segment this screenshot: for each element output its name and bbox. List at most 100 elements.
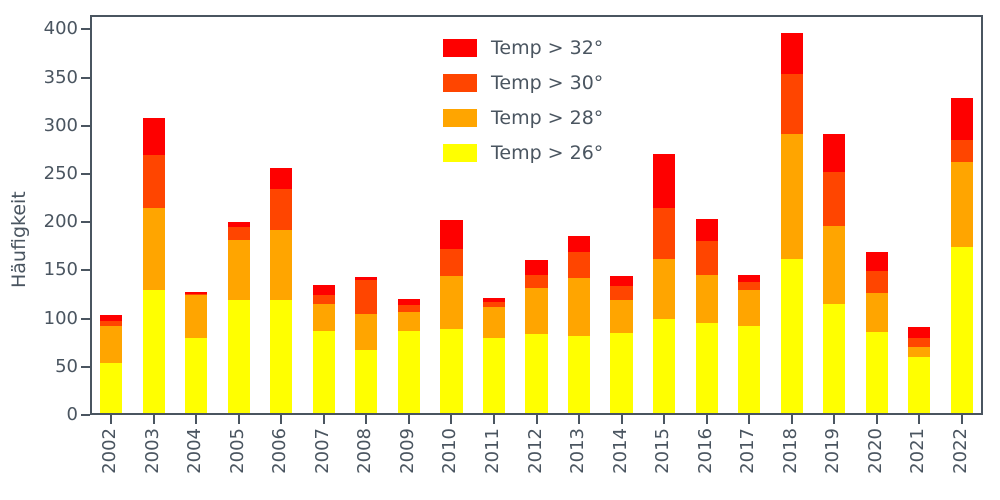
bar-2020[interactable]	[865, 252, 888, 413]
bar-segment[interactable]	[397, 305, 420, 312]
bar-segment[interactable]	[270, 189, 293, 230]
bar-segment[interactable]	[567, 252, 591, 279]
bar-segment[interactable]	[653, 318, 676, 413]
bar-segment[interactable]	[100, 314, 123, 322]
bar-segment[interactable]	[823, 304, 846, 413]
bar-segment[interactable]	[738, 326, 761, 413]
bar-2011[interactable]	[482, 298, 506, 413]
bar-segment[interactable]	[227, 300, 250, 413]
bar-segment[interactable]	[227, 239, 250, 301]
bar-segment[interactable]	[908, 337, 931, 348]
bar-segment[interactable]	[440, 220, 463, 250]
bar-segment[interactable]	[100, 321, 123, 327]
bar-segment[interactable]	[355, 350, 378, 413]
bar-segment[interactable]	[908, 327, 931, 338]
bar-segment[interactable]	[397, 299, 420, 306]
bar-segment[interactable]	[610, 300, 633, 333]
bar-2022[interactable]	[950, 97, 973, 413]
bar-segment[interactable]	[950, 247, 973, 413]
bar-2021[interactable]	[908, 327, 931, 413]
bar-segment[interactable]	[567, 278, 591, 336]
bar-segment[interactable]	[950, 140, 973, 163]
bar-segment[interactable]	[738, 275, 761, 282]
bar-2013[interactable]	[567, 235, 591, 413]
bar-segment[interactable]	[908, 357, 931, 413]
bar-segment[interactable]	[100, 326, 123, 363]
bar-2006[interactable]	[270, 168, 293, 413]
bar-segment[interactable]	[950, 162, 973, 248]
bar-segment[interactable]	[440, 249, 463, 277]
bar-segment[interactable]	[865, 292, 888, 333]
bar-segment[interactable]	[567, 335, 591, 413]
bar-segment[interactable]	[653, 258, 676, 319]
bar-segment[interactable]	[440, 329, 463, 413]
bar-segment[interactable]	[270, 300, 293, 413]
bar-segment[interactable]	[142, 118, 165, 155]
bar-segment[interactable]	[355, 277, 378, 280]
bar-segment[interactable]	[610, 285, 633, 301]
bar-segment[interactable]	[100, 362, 123, 413]
bar-segment[interactable]	[738, 281, 761, 290]
bar-segment[interactable]	[567, 235, 591, 253]
bar-segment[interactable]	[525, 333, 548, 413]
bar-segment[interactable]	[908, 347, 931, 358]
bar-segment[interactable]	[312, 284, 335, 296]
bar-segment[interactable]	[823, 172, 846, 227]
bar-2007[interactable]	[312, 284, 335, 413]
bar-segment[interactable]	[312, 295, 335, 305]
bar-segment[interactable]	[738, 289, 761, 327]
bar-segment[interactable]	[185, 337, 208, 413]
bar-segment[interactable]	[312, 331, 335, 413]
bar-segment[interactable]	[610, 276, 633, 286]
bar-segment[interactable]	[525, 287, 548, 334]
bar-segment[interactable]	[653, 207, 676, 259]
bar-segment[interactable]	[185, 291, 208, 294]
bar-segment[interactable]	[397, 331, 420, 413]
bar-2008[interactable]	[355, 277, 378, 413]
bar-segment[interactable]	[440, 276, 463, 330]
bar-segment[interactable]	[482, 302, 506, 307]
bar-segment[interactable]	[823, 226, 846, 305]
bar-segment[interactable]	[355, 280, 378, 314]
bar-segment[interactable]	[185, 293, 208, 296]
bar-2015[interactable]	[653, 153, 676, 413]
bar-segment[interactable]	[780, 33, 803, 74]
bar-segment[interactable]	[780, 73, 803, 135]
bar-2014[interactable]	[610, 276, 633, 413]
bar-segment[interactable]	[142, 289, 165, 413]
bar-segment[interactable]	[695, 241, 718, 276]
bar-2017[interactable]	[738, 275, 761, 413]
bar-segment[interactable]	[227, 227, 250, 240]
bar-2019[interactable]	[823, 133, 846, 413]
bar-2009[interactable]	[397, 299, 420, 413]
bar-segment[interactable]	[185, 295, 208, 338]
bar-segment[interactable]	[482, 298, 506, 303]
bar-2016[interactable]	[695, 219, 718, 413]
bar-segment[interactable]	[865, 332, 888, 413]
bar-segment[interactable]	[227, 222, 250, 227]
bar-2005[interactable]	[227, 222, 250, 413]
bar-2018[interactable]	[780, 33, 803, 413]
bar-segment[interactable]	[780, 134, 803, 259]
bar-segment[interactable]	[312, 304, 335, 332]
bar-segment[interactable]	[142, 207, 165, 290]
bar-segment[interactable]	[695, 219, 718, 242]
bar-2010[interactable]	[440, 220, 463, 413]
bar-segment[interactable]	[865, 271, 888, 293]
bar-segment[interactable]	[865, 252, 888, 272]
bar-2012[interactable]	[525, 259, 548, 413]
bar-2004[interactable]	[185, 291, 208, 413]
bar-segment[interactable]	[780, 258, 803, 413]
bar-segment[interactable]	[355, 313, 378, 351]
bar-segment[interactable]	[142, 154, 165, 208]
bar-segment[interactable]	[397, 311, 420, 332]
bar-segment[interactable]	[823, 133, 846, 173]
bar-segment[interactable]	[610, 333, 633, 413]
bar-segment[interactable]	[653, 153, 676, 208]
bar-segment[interactable]	[270, 168, 293, 190]
bar-segment[interactable]	[482, 307, 506, 338]
bar-2003[interactable]	[142, 118, 165, 413]
bar-segment[interactable]	[270, 229, 293, 301]
bar-segment[interactable]	[695, 323, 718, 413]
bar-segment[interactable]	[950, 97, 973, 141]
